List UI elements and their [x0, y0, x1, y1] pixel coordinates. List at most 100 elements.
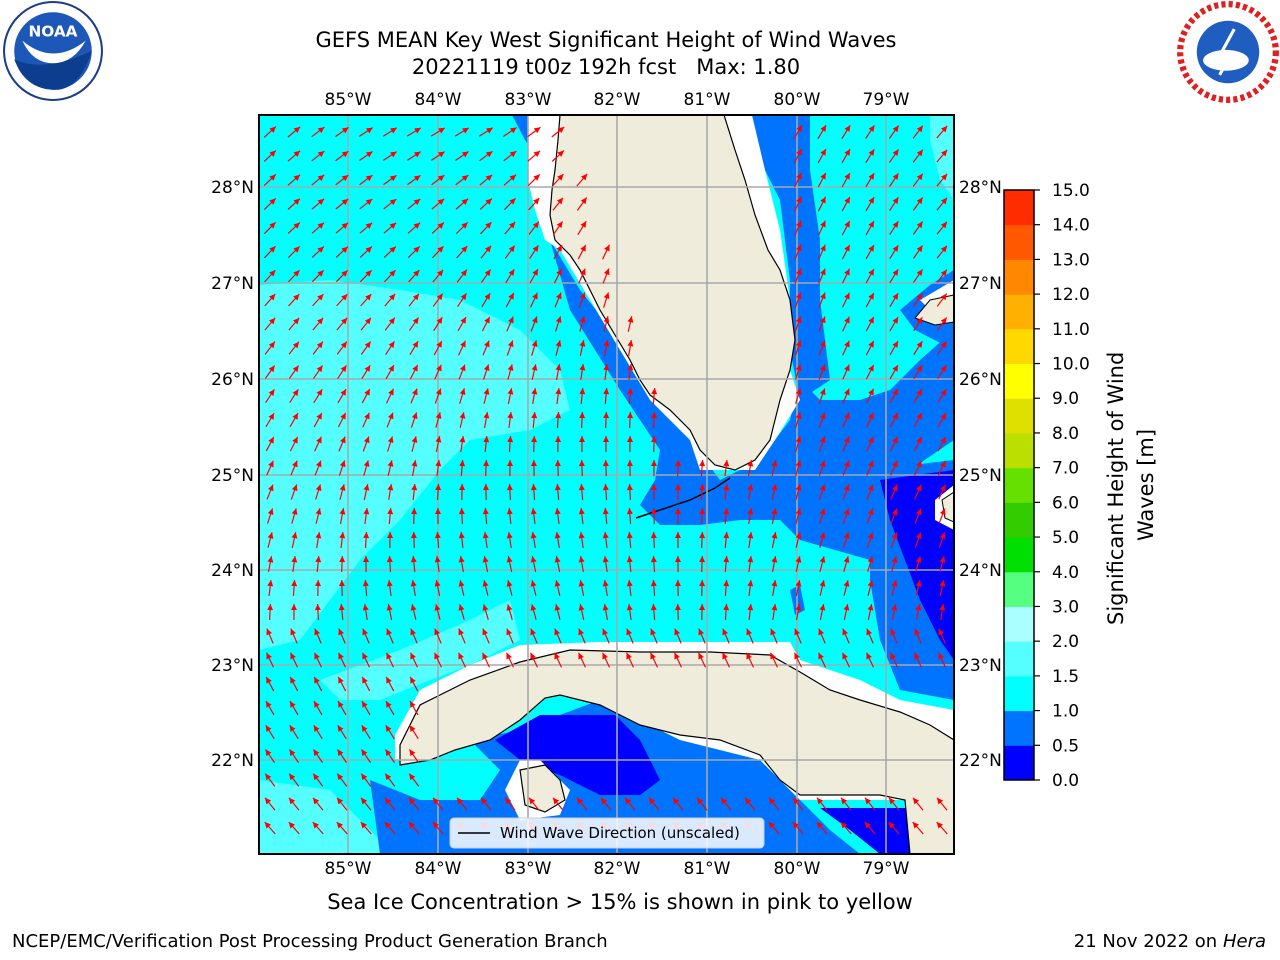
wave-direction-arrow — [530, 316, 538, 332]
wave-direction-arrow — [359, 246, 373, 258]
wave-direction-arrow — [287, 198, 301, 210]
wave-direction-arrow — [507, 388, 514, 404]
wave-direction-arrow — [455, 198, 469, 210]
wave-direction-arrow — [288, 797, 300, 811]
wave-direction-arrow — [915, 604, 922, 620]
wave-direction-arrow — [577, 244, 587, 260]
wave-direction-arrow — [938, 628, 946, 644]
wave-direction-arrow — [699, 483, 706, 501]
wave-direction-arrow — [867, 604, 874, 620]
wave-direction-arrow — [530, 532, 537, 548]
wave-direction-arrow — [289, 700, 299, 716]
lon-tick-label: 85°W — [325, 90, 372, 110]
wave-direction-arrow — [291, 555, 298, 573]
wave-direction-arrow — [530, 556, 537, 572]
wave-direction-arrow — [675, 483, 682, 501]
wave-direction-arrow — [913, 364, 923, 380]
wave-direction-arrow — [747, 531, 754, 549]
wave-direction-arrow — [699, 555, 706, 573]
wave-direction-arrow — [579, 316, 586, 332]
colorbar-tick-label: 0.0 — [1052, 771, 1079, 791]
wave-direction-arrow — [579, 340, 586, 356]
wave-direction-arrow — [406, 127, 422, 137]
wave-direction-arrow — [407, 174, 421, 186]
wave-direction-arrow — [434, 507, 441, 525]
wave-direction-arrow — [458, 507, 465, 525]
wave-direction-arrow — [938, 508, 946, 524]
wave-direction-arrow — [288, 317, 300, 331]
wave-direction-arrow — [408, 293, 420, 307]
wave-direction-arrow — [529, 244, 539, 260]
wave-direction-arrow — [408, 269, 420, 283]
wave-direction-arrow — [551, 126, 565, 138]
wave-direction-arrow — [530, 628, 538, 644]
wave-direction-arrow — [795, 460, 802, 476]
wave-direction-arrow — [842, 652, 850, 668]
wave-direction-arrow — [527, 150, 541, 162]
wave-direction-arrow — [384, 269, 396, 283]
wave-direction-arrow — [650, 483, 657, 501]
wave-direction-arrow — [387, 484, 394, 500]
wave-direction-arrow — [434, 604, 441, 620]
wave-direction-arrow — [795, 388, 802, 404]
wave-direction-arrow — [674, 555, 681, 573]
wave-direction-arrow — [818, 244, 826, 260]
wave-direction-arrow — [431, 174, 445, 186]
wave-direction-arrow — [555, 435, 562, 453]
wave-direction-arrow — [455, 150, 469, 162]
wave-direction-arrow — [891, 604, 898, 620]
colorbar-segment — [1004, 398, 1034, 434]
wave-direction-arrow — [842, 340, 850, 356]
wave-direction-arrow — [264, 341, 276, 355]
wave-direction-arrow — [432, 821, 444, 835]
wave-direction-arrow — [576, 173, 588, 187]
wave-direction-arrow — [937, 412, 947, 428]
wave-direction-arrow — [554, 507, 561, 525]
wave-direction-arrow — [578, 459, 585, 477]
wave-direction-arrow — [264, 365, 276, 379]
wave-direction-arrow — [385, 388, 395, 404]
wave-direction-arrow — [554, 628, 562, 644]
wave-direction-arrow — [768, 821, 780, 835]
wave-direction-arrow — [578, 507, 585, 525]
wave-direction-arrow — [528, 221, 540, 235]
wave-direction-arrow — [939, 580, 946, 596]
wave-direction-arrow — [335, 198, 349, 210]
wave-direction-arrow — [335, 222, 349, 234]
wave-direction-arrow — [818, 652, 826, 668]
colorbar-tick-label: 15.0 — [1052, 181, 1090, 201]
wave-direction-arrow — [507, 459, 514, 477]
wave-direction-arrow — [626, 652, 634, 668]
wave-direction-arrow — [481, 292, 491, 308]
colorbar-tick-label: 14.0 — [1052, 216, 1090, 236]
wave-direction-arrow — [624, 797, 636, 811]
wave-direction-arrow — [937, 364, 947, 380]
colorbar-segment — [1004, 502, 1034, 538]
wave-direction-arrow — [482, 483, 489, 501]
wave-direction-arrow — [435, 459, 442, 477]
wave-direction-arrow — [722, 628, 730, 644]
wave-direction-arrow — [913, 436, 923, 452]
wave-direction-arrow — [384, 797, 396, 811]
wave-direction-arrow — [336, 749, 348, 763]
wave-direction-arrow — [865, 124, 875, 140]
wave-direction-arrow — [360, 773, 372, 787]
wave-direction-arrow — [555, 340, 562, 356]
wave-direction-arrow — [913, 388, 923, 404]
wave-direction-arrow — [818, 220, 826, 236]
wave-direction-arrow — [289, 388, 299, 404]
wave-direction-arrow — [263, 221, 277, 235]
wave-direction-arrow — [842, 508, 850, 524]
wave-direction-arrow — [699, 531, 706, 549]
wave-direction-arrow — [434, 364, 442, 380]
wave-direction-arrow — [602, 652, 610, 668]
wave-direction-arrow — [746, 652, 754, 668]
wave-direction-arrow — [360, 749, 372, 763]
colorbar-tick-label: 12.0 — [1052, 285, 1090, 305]
lat-tick-label: 22°N — [211, 751, 254, 771]
wave-direction-arrow — [552, 797, 564, 811]
wave-direction-arrow — [794, 628, 802, 644]
colorbar-tick-label: 0.5 — [1052, 736, 1079, 756]
wave-direction-arrow — [409, 700, 419, 716]
wave-direction-arrow — [723, 603, 730, 621]
